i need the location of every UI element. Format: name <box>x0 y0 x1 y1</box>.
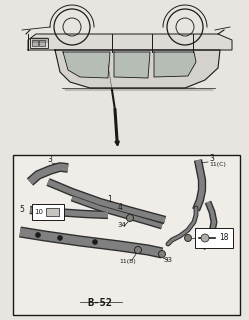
Text: 4: 4 <box>118 203 123 212</box>
Circle shape <box>201 234 209 242</box>
Circle shape <box>92 239 98 244</box>
Text: B-52: B-52 <box>87 298 113 308</box>
Bar <box>32 204 64 220</box>
Polygon shape <box>114 52 150 78</box>
Polygon shape <box>55 50 220 88</box>
Bar <box>196 238 202 246</box>
Circle shape <box>185 235 191 242</box>
Polygon shape <box>154 52 196 77</box>
Bar <box>13 155 240 315</box>
Text: 11(C): 11(C) <box>209 162 226 167</box>
Text: 34: 34 <box>118 222 126 228</box>
Bar <box>30 38 48 48</box>
Text: 3: 3 <box>48 155 53 164</box>
Text: 11(A): 11(A) <box>206 236 223 241</box>
Bar <box>195 228 233 248</box>
Circle shape <box>58 236 62 241</box>
Bar <box>32 40 38 46</box>
Text: 3: 3 <box>209 154 214 163</box>
Text: 5: 5 <box>20 205 24 214</box>
Text: 33: 33 <box>164 257 173 263</box>
Text: 18: 18 <box>219 234 229 243</box>
Circle shape <box>126 214 133 221</box>
Text: 11(B): 11(B) <box>120 259 136 264</box>
Polygon shape <box>28 34 232 50</box>
Bar <box>39 40 45 46</box>
Text: 10: 10 <box>35 209 44 215</box>
Text: 1: 1 <box>108 195 112 204</box>
Circle shape <box>36 233 41 237</box>
Polygon shape <box>63 52 110 78</box>
Bar <box>46 208 59 216</box>
Circle shape <box>159 251 166 258</box>
Circle shape <box>134 246 141 253</box>
